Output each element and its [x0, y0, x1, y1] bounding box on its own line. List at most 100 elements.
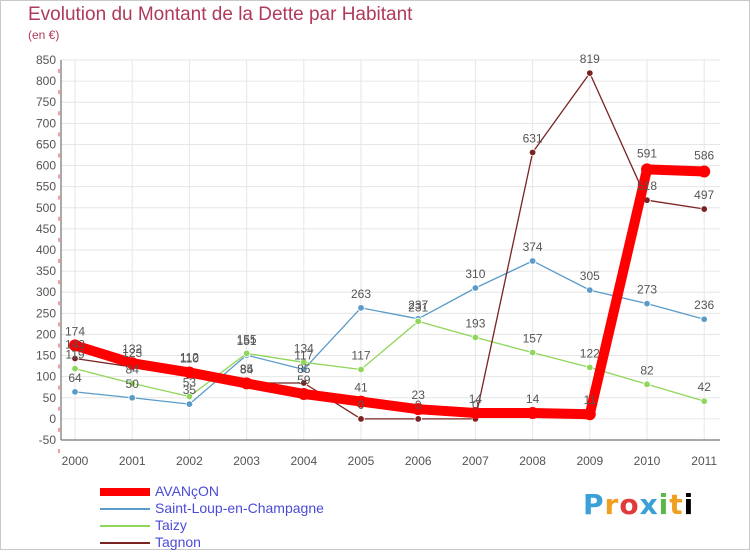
data-point-avancon: [583, 408, 596, 421]
x-tick-label: 2004: [290, 454, 317, 468]
x-tick-label: 2007: [462, 454, 489, 468]
data-label-avancon: 110: [180, 351, 199, 365]
data-point-avancon: [469, 406, 482, 419]
y-tick-label: 350: [36, 264, 56, 278]
data-label-taizy: 122: [580, 346, 600, 360]
data-label-taizy: 193: [465, 316, 485, 330]
y-tick-label: 800: [36, 74, 56, 88]
y-tick-label: 50: [43, 391, 57, 405]
data-point-avancon: [526, 406, 539, 419]
data-point-saint-loup: [471, 284, 480, 292]
y-tick-label: 850: [36, 53, 56, 67]
data-label-avancon: 174: [65, 324, 85, 338]
data-label-avancon: 14: [526, 392, 540, 406]
data-point-saint-loup: [643, 299, 651, 308]
data-label-saint-loup: 263: [351, 287, 371, 301]
data-label-tagnon: 819: [580, 52, 600, 66]
series-line-avancon: [70, 164, 710, 420]
data-point-tagnon: [71, 354, 79, 363]
y-tick-label: 750: [36, 95, 56, 109]
data-label-saint-loup: 35: [183, 383, 197, 397]
data-point-saint-loup: [71, 388, 79, 396]
data-label-taizy: 84: [126, 362, 140, 376]
grid-lines: [61, 59, 720, 441]
data-point-avancon: [297, 387, 310, 400]
x-tick-label: 2003: [233, 454, 260, 468]
data-label-tagnon: 518: [637, 179, 657, 193]
legend-label-tagnon: Tagnon: [155, 534, 201, 550]
data-point-saint-loup: [185, 400, 194, 408]
data-label-tagnon: 0: [415, 398, 422, 412]
legend-swatch-tagnon: [100, 542, 150, 544]
legend-swatch-taizy: [100, 525, 150, 527]
legend-swatch-avancon: [100, 488, 150, 496]
series-line-saint-loup: [74, 260, 705, 405]
data-label-saint-loup: 117: [294, 348, 313, 362]
x-tick-label: 2009: [576, 454, 603, 468]
data-point-avancon: [698, 165, 711, 178]
data-point-taizy: [128, 379, 136, 388]
y-tick-label: 0: [49, 412, 56, 426]
x-tick-label: 2000: [62, 454, 89, 468]
data-point-saint-loup: [586, 286, 594, 294]
proxiti-logo: Proxiti: [583, 488, 695, 521]
data-label-tagnon: 85: [240, 362, 254, 376]
axes: [58, 60, 720, 453]
data-label-avancon: 591: [637, 146, 657, 160]
x-tick-label: 2010: [634, 454, 661, 468]
data-point-taizy: [700, 397, 708, 405]
y-tick-label: 150: [36, 349, 56, 363]
data-point-taizy: [471, 333, 480, 342]
data-label-taizy: 53: [183, 376, 197, 390]
data-point-avancon: [183, 366, 196, 379]
data-point-avancon: [641, 163, 653, 176]
data-point-avancon: [240, 377, 253, 390]
y-tick-label: 400: [36, 243, 56, 257]
data-label-saint-loup: 305: [580, 269, 600, 283]
data-label-tagnon: 497: [694, 188, 714, 202]
data-label-tagnon: 123: [122, 346, 142, 360]
data-point-avancon: [355, 395, 367, 408]
y-tick-label: 100: [36, 370, 56, 384]
data-label-avancon: 59: [297, 373, 311, 387]
data-point-avancon: [69, 339, 81, 352]
data-point-tagnon: [414, 415, 422, 423]
legend-swatch-saint-loup: [100, 508, 150, 510]
data-point-taizy: [357, 365, 365, 374]
legend-label-saint-loup: Saint-Loup-en-Champagne: [155, 500, 324, 516]
line-chart: -500501001502002503003504004505005506006…: [36, 52, 720, 468]
data-point-taizy: [586, 363, 594, 372]
data-point-taizy: [528, 348, 537, 357]
y-tick-label: -50: [39, 433, 57, 447]
data-label-saint-loup: 151: [237, 334, 257, 348]
data-label-saint-loup: 64: [68, 371, 82, 385]
data-point-tagnon: [700, 205, 708, 213]
x-tick-label: 2002: [176, 454, 203, 468]
data-point-tagnon: [586, 69, 594, 77]
x-tick-label: 2006: [405, 454, 432, 468]
data-point-tagnon: [300, 379, 308, 387]
y-tick-labels: -50 0 50 100 150 200 250 300 350 400 450 500 550 600 6…: [36, 53, 56, 447]
data-label-taizy: 231: [408, 300, 428, 314]
data-label-saint-loup: 374: [523, 240, 543, 254]
x-tick-label: 2001: [119, 454, 146, 468]
data-label-avancon: 586: [694, 148, 714, 162]
data-point-saint-loup: [300, 365, 308, 374]
data-label-tagnon: 143: [65, 338, 85, 352]
data-point-tagnon: [357, 415, 365, 423]
y-tick-label: 200: [36, 327, 56, 341]
data-label-avancon: 23: [412, 388, 426, 402]
data-point-taizy: [185, 392, 194, 401]
data-label-taizy: 42: [698, 380, 712, 394]
legend-label-avancon: AVANçON: [155, 483, 220, 499]
x-tick-label: 2005: [348, 454, 375, 468]
chart-subtitle: (en €): [28, 28, 60, 42]
data-point-taizy: [71, 364, 79, 373]
data-label-taizy: 117: [351, 348, 370, 362]
data-label-tagnon: 0: [358, 398, 365, 412]
x-tick-label: 2011: [691, 454, 717, 468]
data-label-taizy: 119: [65, 348, 84, 362]
data-point-saint-loup: [128, 394, 136, 402]
data-label-taizy: 155: [237, 332, 257, 346]
y-tick-label: 450: [36, 222, 56, 236]
